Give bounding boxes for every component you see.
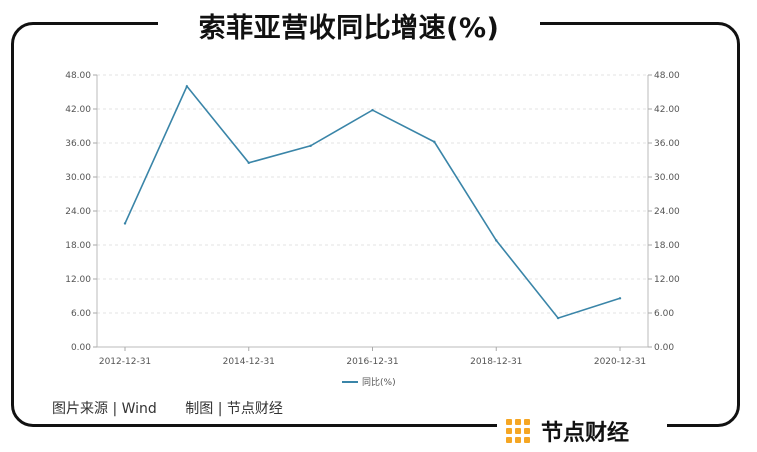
source-label: 图片来源 | Wind: [52, 401, 157, 417]
data-point: [309, 144, 312, 148]
y-tick-label-right: 6.00: [654, 309, 674, 319]
y-tick-label-right: 12.00: [654, 275, 680, 285]
brand-dot: [515, 428, 521, 434]
y-tick-label-left: 0.00: [71, 343, 91, 353]
y-axis-left: 0.00 6.00 12.00 18.00 24.00 30.00 36.00 42.00 48…: [65, 71, 97, 353]
legend[interactable]: 同比(%): [342, 376, 396, 388]
data-point: [495, 239, 498, 242]
y-tick-label-right: 48.00: [654, 71, 680, 81]
brand-dot: [506, 428, 512, 434]
brand-dot: [515, 437, 521, 443]
grid-lines: [97, 74, 648, 314]
brand-dot: [506, 437, 512, 443]
brand-grid-icon: [506, 419, 530, 443]
x-tick-label: 2014-12-31: [223, 357, 275, 367]
data-point: [247, 161, 250, 165]
x-tick-label: 2016-12-31: [346, 357, 398, 367]
brand-dot: [506, 419, 512, 425]
x-tick-label: 2020-12-31: [594, 357, 646, 367]
y-tick-label-left: 42.00: [65, 105, 91, 115]
title-banner: 索菲亚营收同比增速(%): [158, 6, 540, 44]
data-point: [556, 316, 560, 320]
y-tick-label-right: 42.00: [654, 105, 680, 115]
y-tick-label-left: 24.00: [65, 207, 91, 217]
series-layer: [123, 84, 622, 320]
data-point: [433, 140, 436, 144]
y-tick-label-left: 36.00: [65, 139, 91, 149]
y-tick-label-right: 0.00: [654, 343, 674, 353]
x-axis: 2012-12-31 2014-12-31 2016-12-31 2018-12-31…: [99, 347, 646, 367]
y-tick-label-left: 30.00: [65, 173, 91, 183]
y-tick-label-right: 18.00: [654, 241, 680, 251]
data-point: [123, 222, 127, 225]
y-tick-label-left: 18.00: [65, 241, 91, 251]
data-point: [618, 297, 622, 300]
data-point: [185, 85, 189, 88]
y-tick-label-right: 36.00: [654, 139, 680, 149]
data-point: [371, 108, 374, 112]
y-axis-right: 0.00 6.00 12.00 18.00 24.00 30.00 36.00 42.00 48…: [648, 71, 680, 353]
brand-dot: [524, 428, 530, 434]
y-tick-label-left: 12.00: [65, 275, 91, 285]
brand-logo: 节点财经: [497, 410, 667, 452]
y-tick-label-left: 6.00: [71, 309, 91, 319]
legend-label: 同比(%): [362, 376, 396, 388]
x-tick-label: 2012-12-31: [99, 357, 151, 367]
footer-credits: 图片来源 | Wind 制图 | 节点财经: [52, 398, 283, 418]
brand-dot: [524, 419, 530, 425]
y-tick-label-left: 48.00: [65, 71, 91, 81]
chart-title: 索菲亚营收同比增速(%): [198, 12, 500, 44]
made-by-label: 制图 | 节点财经: [185, 401, 283, 417]
brand-dot: [524, 437, 530, 443]
y-tick-label-right: 24.00: [654, 207, 680, 217]
series-line: [124, 84, 621, 320]
y-tick-label-right: 30.00: [654, 173, 680, 183]
brand-dot: [515, 419, 521, 425]
x-tick-label: 2018-12-31: [470, 357, 522, 367]
brand-name: 节点财经: [541, 421, 630, 446]
